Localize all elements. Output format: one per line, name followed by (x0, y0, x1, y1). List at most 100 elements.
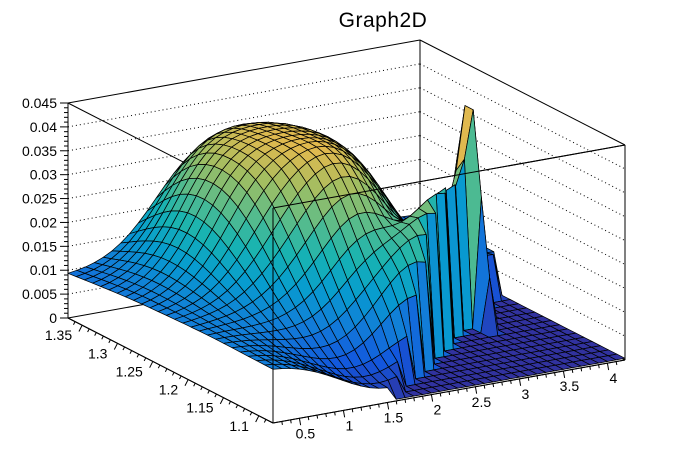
z-axis-label: 0.015 (22, 238, 57, 254)
y-axis-minor-tick (200, 386, 203, 391)
x-axis-minor-tick (422, 396, 424, 400)
x-axis-minor-tick (369, 405, 371, 410)
y-axis-minor-tick (207, 390, 210, 394)
y-axis-minor-tick (242, 408, 246, 412)
y-axis-minor-tick (228, 401, 232, 405)
y-axis-line (67, 317, 274, 424)
x-axis-minor-tick (598, 364, 600, 369)
x-axis-major-tick (562, 370, 566, 379)
frame-top-left-edge (67, 39, 421, 104)
x-axis-minor-tick (580, 367, 583, 372)
z-axis-label: 0.035 (22, 143, 57, 159)
x-axis-major-tick (430, 394, 434, 402)
y-axis-minor-tick (249, 411, 253, 416)
y-axis-minor-tick (235, 404, 239, 409)
x-axis-minor-tick (615, 361, 618, 366)
z-axis-label: 0.03 (30, 167, 57, 183)
z-axis-label: 0 (49, 310, 57, 326)
y-axis-label: 1.35 (45, 327, 72, 343)
y-axis-minor-tick (214, 393, 217, 398)
x-axis-minor-tick (351, 408, 354, 413)
x-axis-minor-tick (483, 385, 486, 389)
y-axis-label: 1.15 (186, 400, 213, 416)
x-axis-minor-tick (527, 377, 530, 381)
x-axis-major-tick (386, 402, 390, 410)
frame-front-edges (272, 144, 626, 423)
z-axis-label: 0.025 (22, 191, 57, 207)
x-axis-label: 2.5 (472, 394, 492, 410)
x-axis-minor-tick (395, 400, 398, 405)
surface-mesh (67, 105, 626, 400)
x-axis-major-tick (518, 378, 522, 386)
y-axis-label: 1.2 (159, 382, 179, 398)
z-gridline-right-wall (419, 87, 626, 194)
z-axis-label: 0.01 (30, 262, 57, 278)
y-axis-minor-tick (136, 353, 140, 358)
x-axis-minor-tick (290, 419, 292, 424)
z-gridline-right-wall (419, 63, 626, 170)
x-axis-minor-tick (316, 415, 319, 419)
y-axis-major-tick (255, 415, 260, 423)
y-axis-label: 1.1 (229, 418, 249, 434)
x-axis-minor-tick (281, 421, 283, 425)
z-axis-label: 0.04 (30, 119, 57, 135)
x-axis-minor-tick (439, 392, 442, 397)
x-axis-label: 3 (522, 386, 530, 402)
x-axis-major-tick (474, 386, 478, 394)
z-axis-label: 0.045 (22, 95, 57, 111)
y-axis-minor-tick (122, 346, 125, 351)
y-axis-minor-tick (179, 375, 182, 380)
y-axis-minor-tick (87, 328, 90, 333)
y-axis-label: 1.3 (88, 345, 108, 361)
z-axis-label: 0.02 (30, 214, 57, 230)
y-axis-minor-tick (101, 335, 104, 340)
x-axis-minor-tick (334, 411, 336, 416)
y-axis-minor-tick (129, 350, 133, 354)
x-axis-minor-tick (378, 404, 380, 408)
x-axis-minor-tick (571, 369, 574, 373)
x-axis-label: 0.5 (296, 425, 316, 441)
x-axis-label: 1.5 (384, 410, 404, 426)
y-axis-major-tick (149, 361, 154, 368)
x-axis-minor-tick (501, 381, 503, 386)
y-axis-major-tick (219, 397, 224, 405)
z-gridline-left-wall (67, 63, 421, 128)
x-axis-major-tick (342, 410, 346, 418)
y-axis: 1.35 1.3 1.25 1.2 1.15 1.1 (45, 317, 274, 434)
y-axis-label: 1.25 (116, 363, 143, 379)
x-axis-minor-tick (589, 366, 591, 370)
frame-top-right-edge (419, 39, 626, 146)
x-axis-major-tick (298, 418, 302, 426)
y-axis-major-tick (113, 343, 118, 350)
y-axis-minor-tick (94, 332, 97, 336)
x-axis-minor-tick (554, 372, 556, 377)
x-axis-label: 1 (346, 417, 354, 433)
x-axis-minor-tick (413, 397, 415, 402)
y-axis-minor-tick (164, 368, 168, 373)
y-axis-minor-tick (263, 419, 267, 423)
x-axis-minor-tick (404, 399, 407, 403)
plot-title: Graph2D (338, 9, 428, 32)
y-axis-minor-tick (143, 357, 147, 362)
frame-top-front-right-edge-over (272, 144, 626, 209)
x-axis-minor-tick (466, 388, 468, 392)
y-axis-major-tick (78, 325, 83, 332)
y-axis-minor-tick (157, 364, 161, 369)
x-axis-minor-tick (360, 407, 363, 411)
x-axis-minor-tick (510, 380, 512, 385)
x-axis-minor-tick (545, 374, 547, 378)
x-axis-minor-tick (325, 413, 327, 418)
y-axis-minor-tick (108, 339, 111, 344)
y-axis-minor-tick (73, 321, 76, 325)
x-axis-minor-tick (448, 391, 451, 396)
y-axis-minor-tick (171, 372, 175, 376)
y-axis-minor-tick (193, 382, 196, 387)
x-axis-label: 4 (610, 370, 618, 386)
x-axis-label: 2 (434, 402, 442, 418)
x-axis-minor-tick (492, 383, 495, 388)
x-axis-minor-tick (536, 375, 539, 380)
x-axis-major-tick (606, 363, 610, 371)
x-axis-label: 3.5 (560, 378, 580, 394)
